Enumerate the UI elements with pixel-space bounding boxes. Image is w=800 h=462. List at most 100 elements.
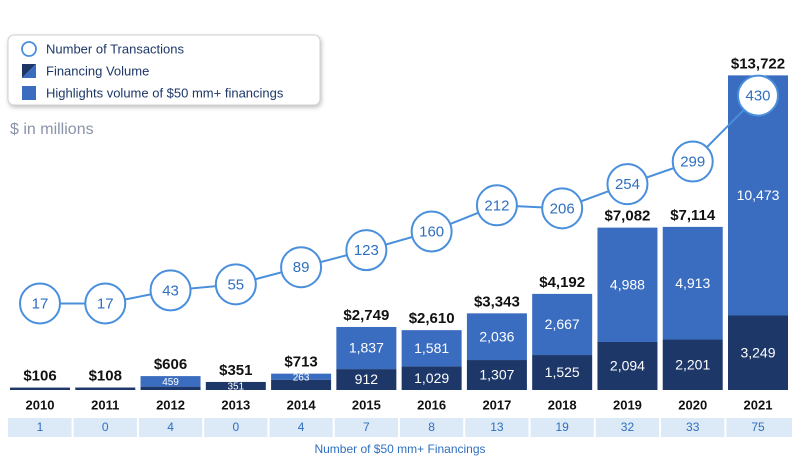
table-cell: 4: [298, 420, 305, 434]
bar-segment: [401, 366, 462, 390]
transactions-marker: [345, 229, 388, 272]
bar-segment: [205, 381, 266, 390]
total-label: $7,114: [670, 207, 716, 224]
x-tick-label: 2013: [221, 397, 250, 412]
transactions-marker: [84, 282, 127, 325]
bar-segment: [271, 379, 332, 390]
bar-segment: [532, 293, 593, 356]
transactions-marker: [541, 187, 584, 230]
bar-segment: [336, 326, 397, 370]
transactions-label: 55: [227, 276, 244, 293]
bar-segment: [401, 330, 462, 367]
total-label: $2,610: [409, 310, 455, 327]
bar-segment: [597, 341, 658, 390]
total-label: $3,343: [474, 293, 520, 310]
transactions-marker: [737, 74, 779, 117]
segment-label: 2,094: [610, 358, 645, 374]
transactions-label: 299: [680, 153, 705, 170]
transactions-label: 212: [484, 197, 509, 214]
x-tick-label: 2020: [678, 397, 707, 412]
segment-label: 1,525: [545, 364, 580, 380]
segment-label: 2,667: [545, 316, 580, 332]
transactions-marker: [214, 263, 257, 306]
table-cell: 0: [102, 420, 109, 434]
transactions-label: 206: [550, 200, 575, 217]
transactions-label: 254: [615, 176, 640, 193]
total-label: $713: [284, 354, 317, 371]
x-tick-label: 2018: [548, 397, 577, 412]
bar-segment: [140, 386, 201, 390]
total-label: $2,749: [343, 307, 389, 324]
total-label: $7,082: [605, 208, 651, 225]
table-cell: 13: [490, 420, 504, 434]
transactions-marker: [410, 210, 453, 253]
x-tick-label: 2011: [91, 397, 119, 412]
segment-label: 1,837: [349, 340, 384, 356]
x-tick-label: 2019: [613, 397, 642, 412]
table-cell: 75: [751, 420, 765, 434]
table-cell: 8: [428, 420, 435, 434]
transactions-label: 160: [419, 223, 444, 240]
segment-label: 263: [293, 372, 310, 383]
x-tick-label: 2017: [482, 397, 511, 412]
table-cell: 19: [556, 420, 570, 434]
transactions-label: 89: [293, 259, 310, 276]
transactions-marker: [149, 269, 192, 312]
legend-label: Number of Transactions: [46, 41, 185, 56]
segment-label: 912: [355, 371, 379, 387]
transactions-label: 17: [32, 295, 49, 312]
table-cell: 7: [363, 420, 370, 434]
bar-segment: [662, 226, 723, 340]
bar-segment: [728, 315, 788, 390]
bar-segment: [466, 313, 527, 361]
transactions-label: 430: [745, 88, 770, 105]
legend-symbol: [22, 64, 36, 78]
legend-label: Highlights volume of $50 mm+ financings: [46, 85, 284, 100]
table-cell: 0: [232, 420, 239, 434]
table-cell: 1: [37, 420, 44, 434]
legend-symbol: [21, 41, 37, 57]
bar-segment: [532, 355, 593, 390]
x-tick-label: 2014: [287, 397, 317, 412]
total-label: $108: [89, 367, 122, 384]
bar-segment: [662, 339, 723, 390]
segment-label: 1,581: [414, 340, 449, 356]
table-cell: 32: [621, 420, 635, 434]
table-cell: 33: [686, 420, 700, 434]
transactions-marker: [671, 140, 714, 183]
subtitle: $ in millions: [10, 121, 94, 138]
bar-segment: [140, 376, 201, 387]
x-tick-label: 2010: [26, 397, 55, 412]
x-tick-label: 2015: [352, 397, 381, 412]
transactions-marker: [606, 163, 649, 206]
segment-label: 459: [162, 377, 179, 388]
segment-label: 10,473: [737, 187, 780, 203]
bar-segment: [597, 227, 658, 342]
transactions-marker: [280, 246, 323, 289]
total-label: $351: [219, 362, 252, 379]
bar-segment: [75, 387, 136, 390]
segment-label: 2,036: [479, 328, 514, 344]
transactions-marker: [19, 282, 61, 325]
legend-label: Financing Volume: [46, 63, 149, 78]
x-tick-label: 2021: [744, 397, 773, 412]
segment-label: 351: [227, 382, 244, 393]
total-label: $13,722: [731, 55, 785, 72]
transactions-label: 43: [162, 282, 179, 299]
total-label: $4,192: [539, 274, 585, 291]
total-label: $106: [23, 368, 56, 385]
total-label: $606: [154, 356, 187, 373]
table-cell: 4: [167, 420, 174, 434]
legend-symbol: [22, 86, 36, 100]
segment-label: 4,913: [675, 275, 710, 291]
bar-segment: [10, 387, 70, 390]
segment-label: 2,201: [675, 356, 710, 372]
segment-label: 3,249: [740, 344, 775, 360]
transactions-label: 17: [97, 295, 114, 312]
x-tick-label: 2016: [417, 397, 446, 412]
bar-segment: [271, 373, 332, 380]
segment-label: 1,029: [414, 370, 449, 386]
bar-segment: [336, 369, 397, 390]
transactions-marker: [475, 184, 518, 227]
